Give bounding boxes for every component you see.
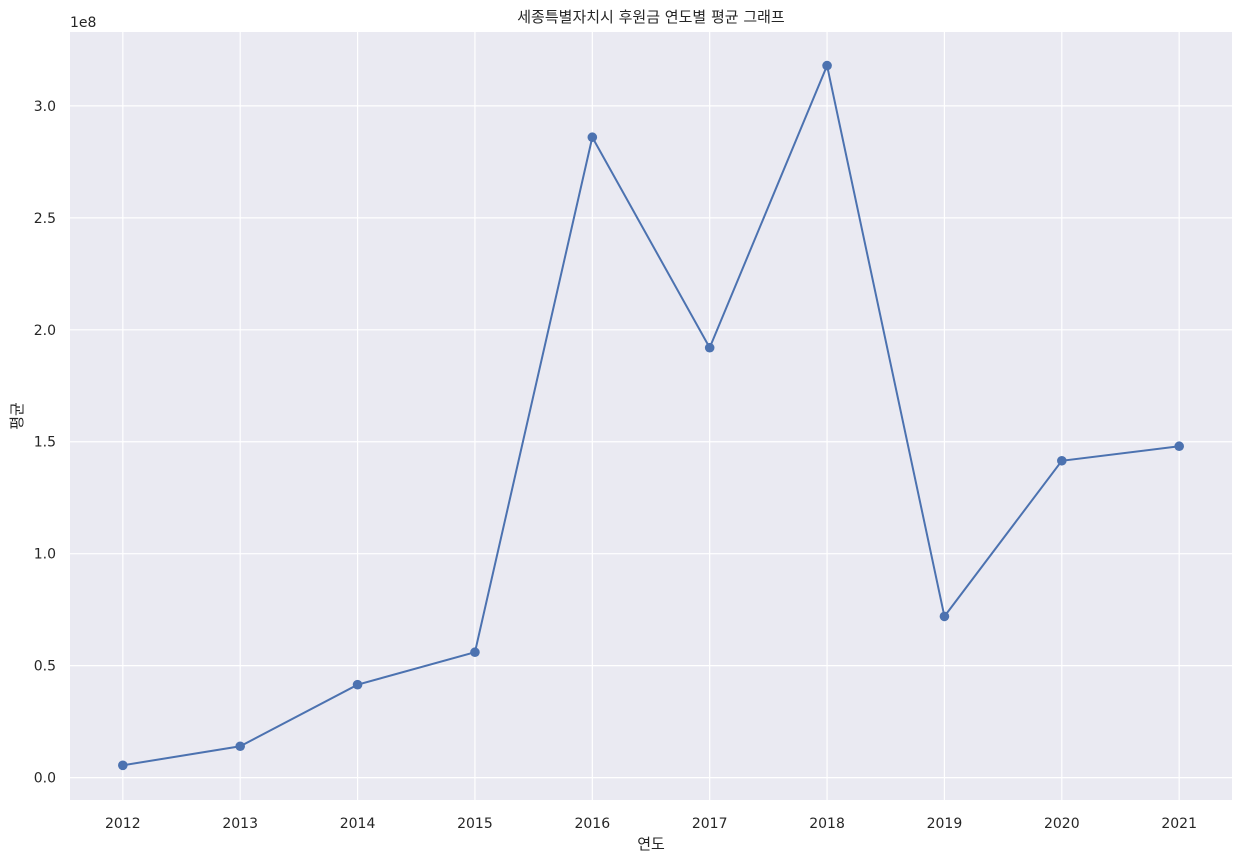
y-tick-label: 1.0	[34, 547, 56, 563]
y-tick-label: 1.5	[34, 435, 56, 451]
y-tick-label: 2.5	[34, 211, 56, 227]
x-tick-label: 2013	[222, 816, 258, 832]
y-offset-label: 1e8	[70, 15, 96, 31]
data-point	[939, 611, 950, 622]
data-point	[1174, 441, 1184, 452]
y-tick-label: 3.0	[34, 99, 56, 115]
x-tick-label: 2012	[105, 816, 141, 832]
x-tick-label: 2020	[1044, 816, 1080, 832]
y-tick-labels: 0.0 0.5 1.0 1.5 2.0 2.5 3.0	[34, 99, 56, 787]
x-tick-label: 2016	[574, 816, 610, 832]
data-point	[118, 760, 128, 771]
y-tick-label: 0.5	[34, 659, 56, 675]
x-tick-label: 2021	[1161, 816, 1197, 832]
x-tick-label: 2017	[692, 816, 728, 832]
data-point	[704, 342, 715, 353]
data-point	[587, 132, 598, 143]
data-point	[352, 679, 363, 690]
data-point	[1057, 455, 1067, 466]
y-tick-label: 0.0	[34, 771, 56, 787]
data-point	[470, 647, 480, 658]
series-layer	[118, 60, 1184, 771]
x-tick-label: 2019	[927, 816, 963, 832]
x-tick-label: 2018	[809, 816, 845, 832]
plot-area	[70, 32, 1232, 800]
y-tick-label: 2.0	[34, 323, 56, 339]
grid-lines	[70, 32, 1232, 800]
data-point	[235, 741, 245, 752]
x-tick-labels: 2012 2013 2014 2015 2016 2017 2018 2019 2020 2021	[105, 816, 1197, 832]
x-axis-label: 연도	[637, 835, 665, 853]
data-point	[822, 60, 832, 71]
x-tick-label: 2015	[457, 816, 493, 832]
y-axis-label: 평균	[8, 402, 26, 430]
x-tick-label: 2014	[340, 816, 376, 832]
series-line	[122, 62, 1180, 767]
chart-title: 세종특별자치시 후원금 연도별 평균 그래프	[517, 8, 785, 26]
